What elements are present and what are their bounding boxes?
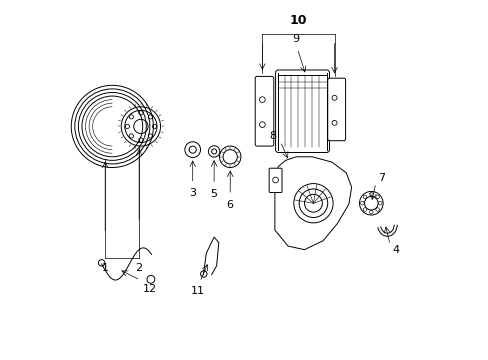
Text: 1: 1 — [102, 263, 108, 273]
Text: 8: 8 — [268, 131, 275, 141]
Text: 2: 2 — [135, 263, 142, 273]
Text: 5: 5 — [210, 189, 217, 199]
FancyBboxPatch shape — [268, 168, 282, 193]
FancyBboxPatch shape — [327, 78, 345, 141]
FancyBboxPatch shape — [255, 76, 273, 146]
FancyBboxPatch shape — [275, 70, 329, 153]
Text: 10: 10 — [289, 14, 306, 27]
Text: 11: 11 — [190, 287, 204, 296]
Text: 7: 7 — [378, 173, 385, 183]
Text: 4: 4 — [392, 245, 399, 255]
Text: 12: 12 — [142, 284, 157, 294]
Polygon shape — [274, 157, 351, 249]
Text: 9: 9 — [292, 34, 299, 44]
Text: 3: 3 — [189, 188, 196, 198]
Text: 6: 6 — [226, 200, 233, 210]
